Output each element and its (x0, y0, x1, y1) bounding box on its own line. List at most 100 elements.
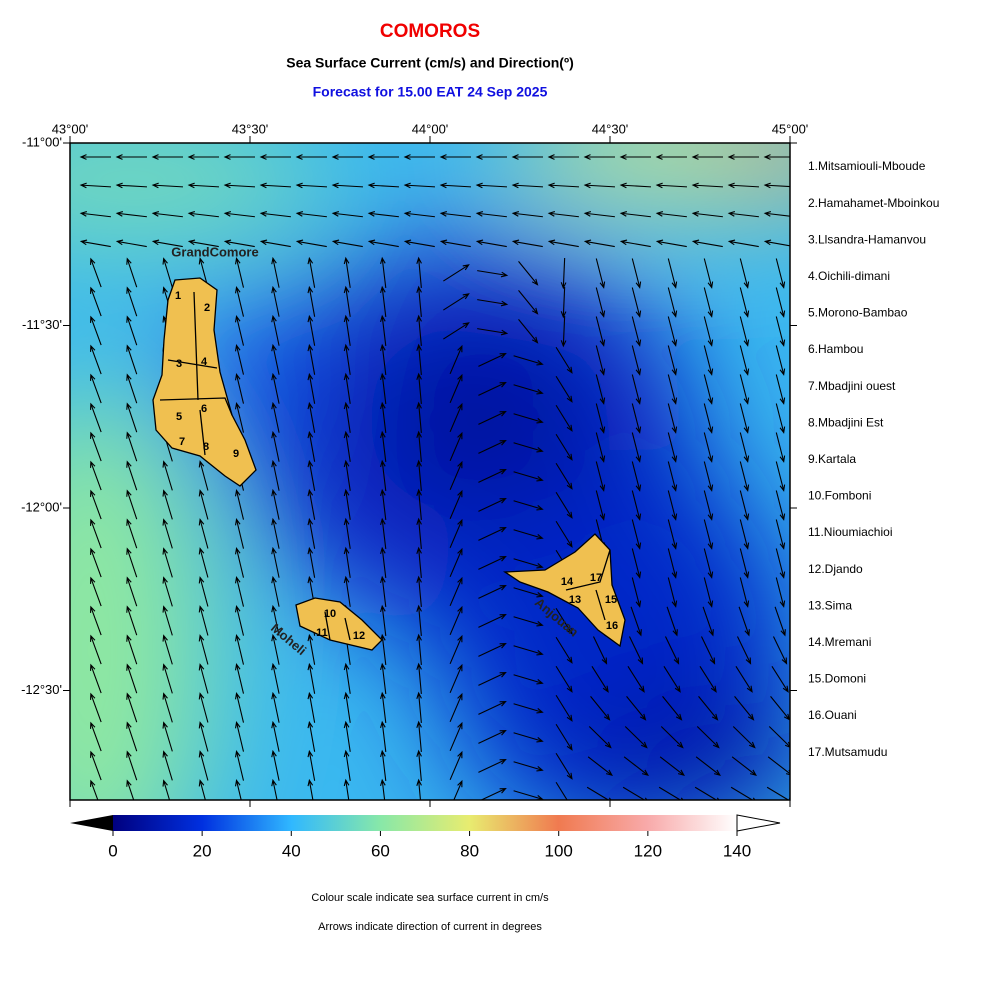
arrow (478, 382, 507, 396)
arrow (90, 721, 102, 752)
arrow (307, 546, 316, 578)
arrow (126, 547, 138, 578)
arrow (271, 720, 280, 752)
region-number: 8 (203, 441, 209, 453)
arrow (739, 548, 750, 579)
arrow (126, 605, 138, 636)
arrow (126, 518, 138, 549)
arrow (295, 211, 327, 218)
region-name: 4.Oichili-dimani (808, 269, 890, 283)
arrow (90, 344, 102, 375)
arrow (631, 432, 642, 463)
arrow (126, 721, 138, 752)
arrow (126, 460, 138, 491)
arrow (234, 286, 245, 317)
region-name: 13.Sima (808, 598, 852, 612)
arrow (518, 319, 539, 344)
arrow (702, 606, 714, 637)
region-name: 14.Mremani (808, 635, 871, 649)
arrow (307, 749, 316, 781)
moheli (295, 597, 383, 651)
arrow (727, 154, 759, 160)
arrow (416, 633, 422, 665)
arrow (343, 720, 351, 752)
arrow (511, 182, 544, 189)
arrow (380, 285, 387, 317)
colorbar-low (70, 815, 113, 831)
arrow (627, 666, 645, 693)
arrow (691, 154, 723, 160)
arrow (775, 403, 786, 434)
arrow (90, 692, 102, 723)
arrow (380, 488, 387, 520)
arrow (151, 239, 183, 248)
arrow (126, 779, 135, 800)
arrow (162, 634, 173, 665)
arrow (380, 604, 387, 636)
arrow (631, 287, 642, 318)
arrow (631, 316, 642, 347)
arrow (477, 270, 509, 278)
arrow (198, 518, 209, 549)
arrow (162, 605, 173, 636)
arrow (699, 666, 717, 693)
arrow (90, 431, 102, 462)
arrow (667, 432, 678, 463)
arrow (271, 285, 280, 317)
region-name: 10.Fomboni (808, 489, 871, 503)
arrow (126, 431, 138, 462)
region-number: 9 (233, 448, 239, 460)
arrow (555, 607, 573, 635)
arrow (547, 239, 579, 248)
arrow (775, 461, 786, 492)
arrow (667, 345, 678, 376)
arrow (271, 546, 280, 578)
arrow (307, 662, 316, 694)
arrow (739, 490, 750, 521)
arrow (307, 778, 314, 800)
arrow (513, 442, 544, 453)
arrow (234, 605, 245, 636)
arrow (259, 211, 291, 218)
arrow (583, 154, 615, 160)
region-name: 11.Nioumiachioi (808, 525, 893, 539)
arrow (439, 239, 471, 248)
arrow (478, 527, 507, 541)
arrow (198, 605, 209, 636)
arrow (234, 373, 245, 404)
arrow (655, 154, 687, 160)
arrow (738, 606, 750, 637)
arrow (162, 779, 171, 800)
arrow (343, 430, 351, 462)
title: COMOROS (380, 21, 480, 42)
arrow (307, 314, 316, 346)
region-number: 15 (605, 594, 617, 606)
arrow (187, 211, 219, 218)
arrow (511, 239, 543, 248)
arrow (115, 154, 147, 160)
arrow (198, 779, 206, 800)
arrow (555, 636, 573, 664)
arrow (126, 692, 138, 723)
arrow (271, 604, 280, 636)
arrow (478, 353, 507, 367)
region-number: 4 (201, 356, 208, 368)
region-name: 6.Hambou (808, 342, 863, 356)
arrow (739, 316, 750, 347)
arrow (555, 781, 568, 800)
arrow (631, 577, 642, 608)
arrow (695, 756, 721, 777)
arrow (380, 372, 387, 404)
arrow (90, 489, 102, 520)
arrow (234, 315, 245, 346)
arrow (223, 182, 256, 189)
arrow (739, 577, 750, 608)
arrow (198, 489, 209, 520)
arrow (631, 548, 642, 579)
colorbar-label: 100 (545, 841, 573, 860)
arrow (223, 154, 255, 160)
arrow (439, 182, 472, 189)
arrow (259, 154, 291, 160)
arrow (90, 402, 102, 433)
arrow (449, 721, 463, 752)
